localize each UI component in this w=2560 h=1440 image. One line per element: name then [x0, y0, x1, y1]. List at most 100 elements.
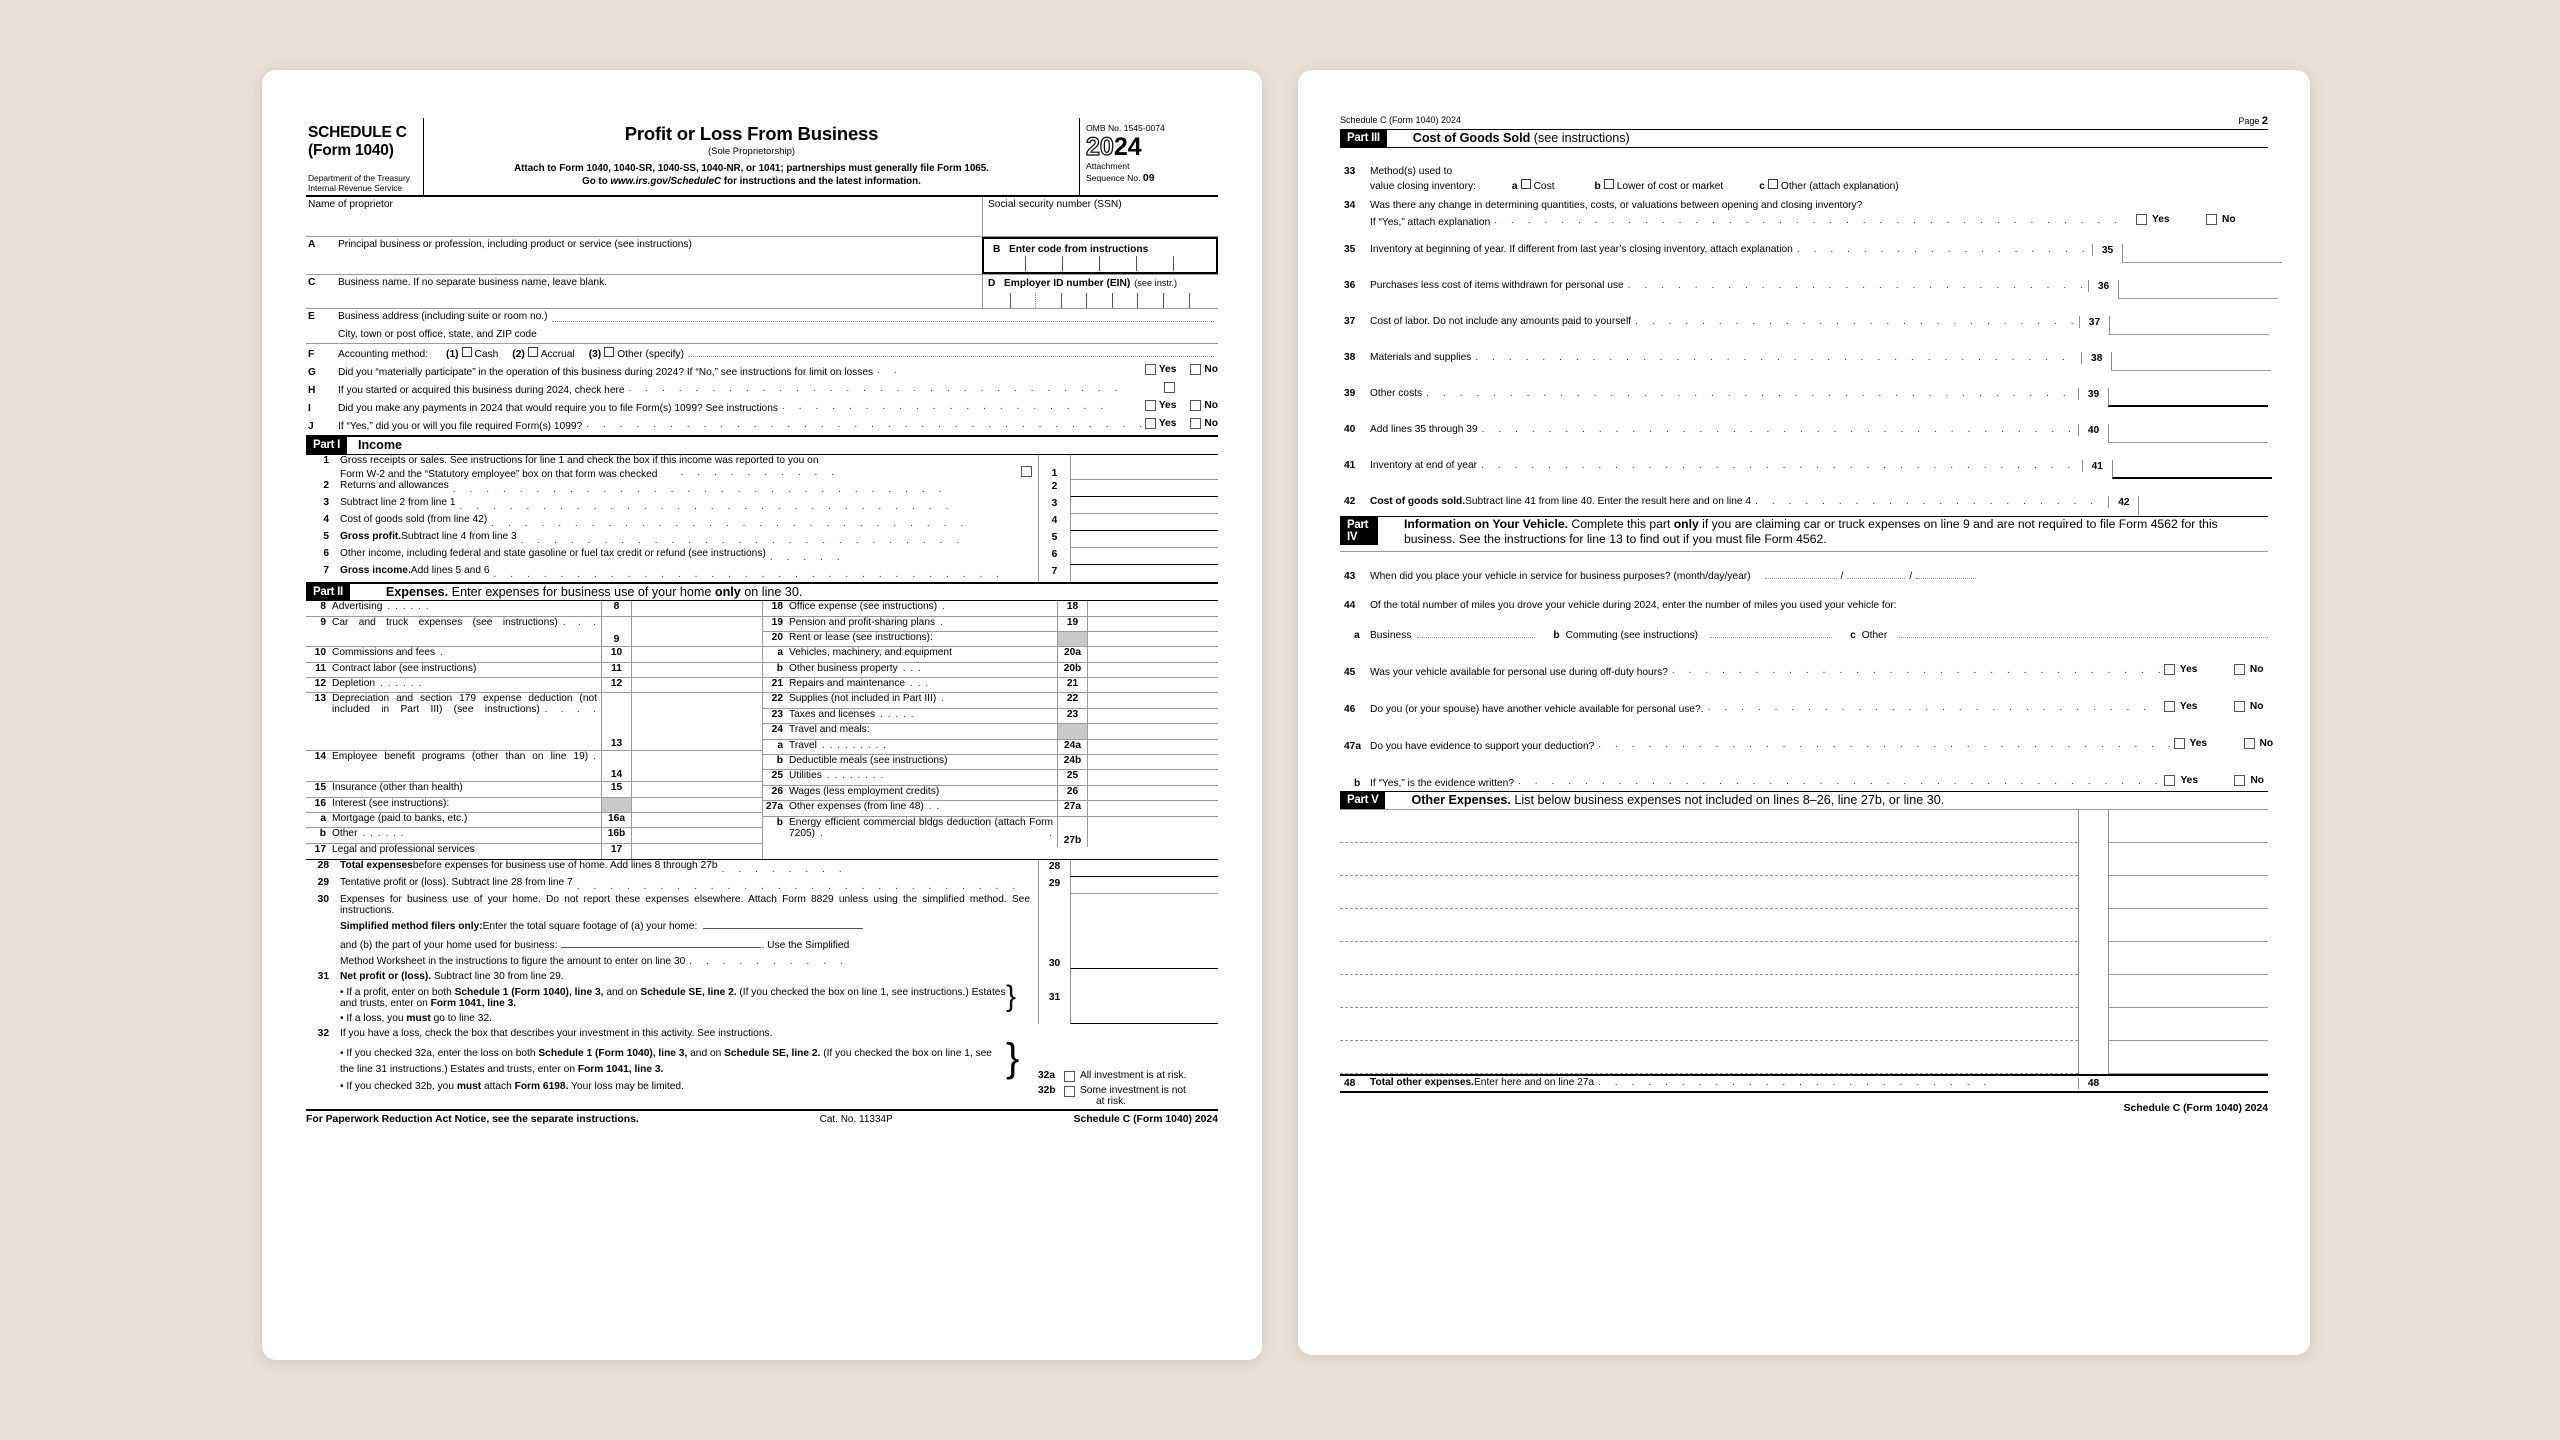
code-cell[interactable] [1100, 256, 1137, 272]
business-code-cells[interactable] [989, 256, 1210, 272]
line-47a-yes[interactable]: Yes [2173, 738, 2244, 750]
row-j-no[interactable]: No [1190, 418, 1218, 430]
line-30-amount[interactable] [1070, 894, 1218, 970]
line-31-amount[interactable] [1070, 969, 1218, 1025]
expense-amount-cell[interactable] [632, 647, 762, 661]
line-45-yes[interactable]: Yes [2163, 664, 2234, 676]
some-investment-not-at-risk-checkbox[interactable] [1064, 1086, 1075, 1098]
other-expense-description-input[interactable] [1340, 909, 2078, 942]
line-46-no-checkbox[interactable] [2233, 701, 2245, 713]
expense-amount-cell[interactable] [1088, 755, 1218, 769]
row-i-no-checkbox[interactable] [1190, 400, 1202, 412]
expense-amount-cell[interactable] [1088, 740, 1218, 754]
other-expense-description-input[interactable] [1340, 810, 2078, 843]
line-47b-no-checkbox[interactable] [2234, 775, 2246, 787]
address-input-line[interactable] [551, 311, 1214, 323]
part-3-amount-cell[interactable] [2122, 243, 2282, 263]
other-expense-description-input[interactable] [1340, 942, 2078, 975]
other-expense-description-input[interactable] [1340, 843, 2078, 876]
expense-amount-cell[interactable] [632, 782, 762, 796]
row-h-checkbox[interactable] [1164, 382, 1175, 394]
expense-amount-cell[interactable] [1088, 801, 1218, 815]
expense-amount-cell[interactable] [1088, 617, 1218, 631]
expense-amount-cell[interactable] [632, 663, 762, 677]
line-4-amount[interactable] [1070, 513, 1218, 531]
line-45-yes-checkbox[interactable] [2163, 664, 2175, 676]
line-34-no-checkbox[interactable] [2206, 213, 2217, 225]
other-expense-amount-input[interactable] [2108, 1007, 2268, 1041]
line-47b-yes-checkbox[interactable] [2164, 775, 2176, 787]
accounting-other-input[interactable] [688, 346, 1214, 358]
ssn-field[interactable]: Social security number (SSN) [982, 197, 1218, 237]
expense-amount-cell[interactable] [632, 751, 762, 781]
line-45-no[interactable]: No [2233, 664, 2296, 676]
proprietor-name-field[interactable]: Name of proprietor [306, 197, 982, 236]
line-34-yes-checkbox[interactable] [2136, 213, 2147, 225]
line-34-no[interactable]: No [2206, 213, 2268, 225]
ein-cell[interactable] [1190, 293, 1215, 308]
ein-field[interactable]: D Employer ID number (EIN) (see instr.) [982, 275, 1218, 309]
other-miles-input[interactable] [1899, 627, 2268, 639]
expense-amount-cell[interactable] [632, 828, 762, 842]
part-3-amount-cell[interactable] [2108, 387, 2268, 407]
other-expense-amount-input[interactable] [2108, 974, 2268, 1008]
expense-amount-cell[interactable] [1088, 678, 1218, 692]
risk-32b-row[interactable]: 32b Some investment is not at risk. [1038, 1085, 1218, 1107]
part-3-amount-cell[interactable] [2111, 351, 2272, 371]
code-cell[interactable] [1026, 256, 1063, 272]
line-28-amount[interactable] [1070, 860, 1218, 878]
principal-business-field[interactable]: A Principal business or profession, incl… [306, 237, 1218, 274]
other-expense-description-input[interactable] [1340, 975, 2078, 1008]
line-47b-yes[interactable]: Yes [2164, 775, 2234, 787]
expense-amount-cell[interactable] [632, 844, 762, 859]
row-g-yes-checkbox[interactable] [1144, 364, 1156, 376]
line-46-no[interactable]: No [2233, 701, 2296, 713]
business-miles-input[interactable] [1417, 627, 1536, 639]
other-expense-amount-input[interactable] [2108, 1040, 2268, 1074]
ein-cell[interactable] [1113, 293, 1139, 309]
expense-amount-cell[interactable] [632, 617, 762, 647]
expense-amount-cell[interactable] [1088, 663, 1218, 677]
code-cell[interactable] [989, 256, 1026, 272]
accounting-other-checkbox[interactable] [604, 347, 615, 358]
home-sqft-input[interactable] [703, 918, 864, 930]
part-3-amount-cell[interactable] [2108, 423, 2268, 443]
business-sqft-input[interactable] [561, 937, 762, 949]
other-expense-description-input[interactable] [1340, 1041, 2078, 1074]
code-cell[interactable] [1174, 256, 1210, 271]
row-g-yes[interactable]: Yes [1144, 364, 1176, 376]
ein-cell[interactable] [1036, 293, 1062, 309]
inventory-cost-checkbox[interactable] [1520, 178, 1531, 189]
statutory-employee-checkbox[interactable] [1021, 465, 1032, 477]
ein-cells[interactable] [985, 293, 1215, 309]
business-code-field[interactable]: B Enter code from instructions [982, 237, 1218, 275]
other-expense-amount-input[interactable] [2108, 809, 2268, 843]
ein-cell[interactable] [1062, 293, 1088, 309]
accounting-cash-checkbox[interactable] [461, 347, 472, 358]
commuting-miles-input[interactable] [1710, 627, 1833, 639]
irs-url-link[interactable]: www.irs.gov/ScheduleC [610, 176, 722, 188]
row-i-yes-checkbox[interactable] [1144, 400, 1156, 412]
other-expense-amount-input[interactable] [2108, 875, 2268, 909]
row-e-city[interactable]: City, town or post office, state, and ZI… [306, 327, 1218, 345]
expense-amount-cell[interactable] [1088, 632, 1218, 646]
expense-amount-cell[interactable] [632, 798, 762, 812]
line-1-amount[interactable] [1070, 454, 1218, 480]
business-name-field[interactable]: C Business name. If no separate business… [306, 275, 982, 308]
inventory-other-checkbox[interactable] [1767, 178, 1778, 189]
other-expense-amount-input[interactable] [2108, 941, 2268, 975]
line-2-amount[interactable] [1070, 479, 1218, 497]
expense-amount-cell[interactable] [1088, 601, 1218, 615]
code-cell[interactable] [1137, 256, 1174, 272]
accounting-accrual-checkbox[interactable] [527, 347, 538, 358]
row-h-check[interactable] [1164, 382, 1175, 394]
row-j-yes-checkbox[interactable] [1144, 418, 1156, 430]
vehicle-service-day-input[interactable] [1847, 568, 1906, 580]
expense-amount-cell[interactable] [1088, 709, 1218, 723]
expense-amount-cell[interactable] [1088, 647, 1218, 661]
ein-cell[interactable] [985, 293, 1011, 309]
expense-amount-cell[interactable] [632, 693, 762, 750]
risk-32a-row[interactable]: 32a All investment is at risk. [1038, 1070, 1218, 1083]
row-e-address[interactable]: E Business address (including suite or r… [306, 309, 1218, 327]
part-3-amount-cell[interactable] [2111, 459, 2272, 479]
